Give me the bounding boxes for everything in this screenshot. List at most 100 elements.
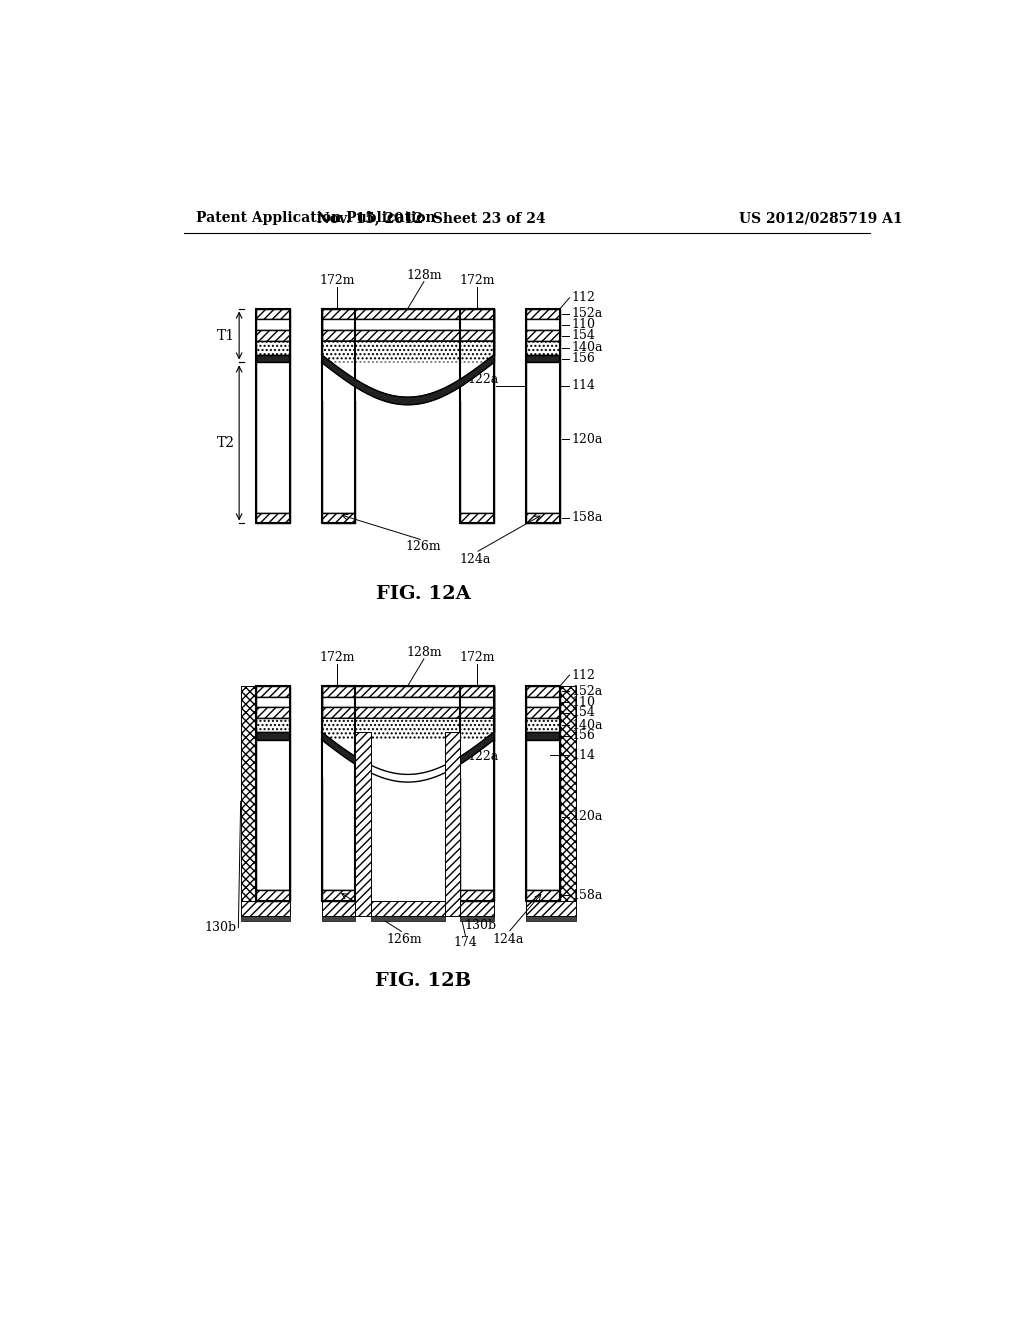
Text: 112: 112: [571, 668, 595, 681]
Bar: [460, 355, 494, 363]
Bar: [256, 686, 290, 900]
Bar: [526, 686, 560, 900]
Bar: [256, 733, 290, 739]
Bar: [322, 512, 355, 523]
Bar: [526, 330, 560, 341]
Text: 130b: 130b: [367, 772, 399, 785]
Text: 128m: 128m: [407, 268, 441, 281]
Text: 172m: 172m: [319, 275, 354, 286]
Bar: [256, 697, 290, 708]
Text: 122a: 122a: [468, 372, 499, 385]
Bar: [241, 686, 256, 900]
Text: 126m: 126m: [386, 933, 422, 946]
Bar: [460, 697, 494, 708]
Bar: [322, 890, 355, 900]
Bar: [256, 739, 290, 890]
Bar: [355, 733, 371, 916]
Text: 120a: 120a: [571, 810, 602, 824]
Text: 140a: 140a: [571, 718, 602, 731]
Text: 114: 114: [571, 748, 595, 762]
Bar: [322, 355, 355, 363]
Bar: [322, 341, 494, 355]
Bar: [526, 890, 560, 900]
Text: T1: T1: [217, 329, 236, 342]
Bar: [371, 739, 444, 900]
Bar: [460, 739, 494, 890]
Bar: [256, 309, 290, 319]
Bar: [460, 309, 494, 319]
Bar: [322, 718, 494, 733]
Bar: [526, 309, 560, 524]
Text: 128m: 128m: [407, 645, 441, 659]
Bar: [322, 708, 494, 718]
Text: 158a: 158a: [571, 511, 602, 524]
Bar: [460, 363, 494, 512]
Bar: [526, 900, 575, 916]
Text: 130b: 130b: [464, 919, 496, 932]
Bar: [526, 718, 560, 733]
Bar: [371, 739, 444, 900]
Bar: [460, 512, 494, 523]
Bar: [322, 355, 494, 401]
Text: 172m: 172m: [460, 275, 495, 286]
Bar: [322, 708, 355, 718]
Text: 112: 112: [571, 292, 595, 305]
Text: 174: 174: [454, 936, 477, 949]
Bar: [526, 708, 560, 718]
Text: T2: T2: [217, 436, 236, 450]
Bar: [460, 686, 494, 697]
Bar: [526, 363, 560, 512]
Bar: [460, 733, 494, 739]
Bar: [256, 330, 290, 341]
Text: 124a: 124a: [493, 933, 523, 946]
Bar: [526, 697, 560, 708]
Polygon shape: [322, 718, 494, 775]
Bar: [322, 718, 355, 733]
Bar: [322, 916, 355, 921]
Bar: [460, 718, 494, 733]
Text: 122a: 122a: [468, 750, 499, 763]
Bar: [526, 733, 560, 739]
Bar: [444, 733, 460, 916]
Bar: [256, 363, 290, 512]
Polygon shape: [322, 363, 494, 405]
Text: 114: 114: [571, 379, 595, 392]
Bar: [371, 900, 444, 916]
Text: 110: 110: [571, 318, 595, 331]
Polygon shape: [322, 341, 494, 397]
Bar: [460, 708, 494, 718]
Polygon shape: [322, 733, 494, 781]
Bar: [256, 718, 290, 733]
Text: FIG. 12B: FIG. 12B: [375, 973, 471, 990]
Bar: [256, 890, 290, 900]
Bar: [322, 309, 494, 319]
Bar: [322, 739, 355, 890]
Bar: [460, 309, 494, 524]
Bar: [526, 512, 560, 523]
Bar: [322, 330, 494, 341]
Bar: [322, 363, 355, 512]
Bar: [322, 733, 494, 779]
Bar: [241, 916, 290, 921]
Text: Patent Application Publication: Patent Application Publication: [196, 211, 435, 226]
Bar: [256, 686, 290, 697]
Bar: [526, 319, 560, 330]
Bar: [322, 319, 494, 330]
Text: 120a: 120a: [571, 433, 602, 446]
Bar: [256, 309, 290, 524]
Text: 140a: 140a: [571, 342, 602, 354]
Bar: [444, 739, 460, 900]
Bar: [322, 686, 355, 697]
Bar: [322, 697, 494, 708]
Polygon shape: [322, 739, 494, 781]
Bar: [322, 319, 355, 330]
Text: 154: 154: [571, 329, 595, 342]
Bar: [256, 341, 290, 355]
Bar: [322, 733, 355, 739]
Bar: [322, 900, 355, 916]
Text: 152a: 152a: [571, 685, 602, 698]
Text: 158a: 158a: [571, 888, 602, 902]
Polygon shape: [322, 341, 494, 397]
Bar: [371, 916, 444, 921]
Bar: [526, 686, 560, 697]
